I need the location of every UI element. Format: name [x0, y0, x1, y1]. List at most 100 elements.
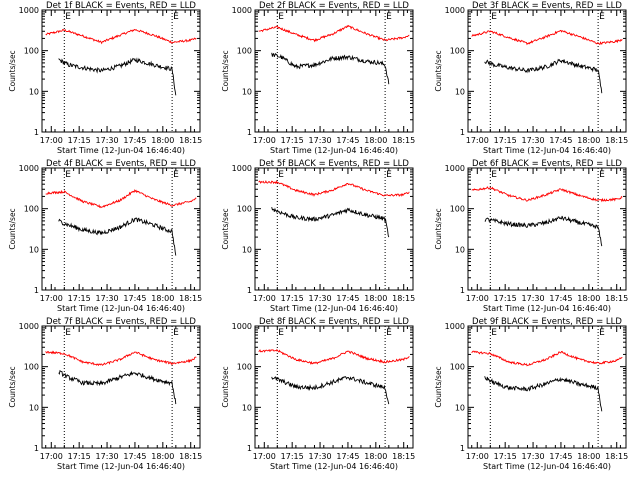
detector-panel-5: Det 5f BLACK = Events, RED = LLD 1 10 100 10…: [221, 159, 415, 313]
y-tick-label: 10: [242, 245, 252, 254]
panel-title: Det 1f BLACK = Events, RED = LLD: [46, 1, 196, 11]
x-tick-label: 17:15: [68, 294, 91, 303]
lld-series-line: [258, 348, 410, 365]
x-axis-label: Start Time (12-Jun-04 16:46:40): [57, 304, 185, 313]
detector-panel-4: Det 4f BLACK = Events, RED = LLD 1 10 100 10…: [8, 159, 202, 313]
marker-label: E: [386, 170, 392, 180]
x-tick-label: 18:15: [179, 294, 202, 303]
x-tick-label: 18:15: [179, 452, 202, 461]
detector-panel-7: Det 7f BLACK = Events, RED = LLD 1 10 100 10…: [8, 317, 202, 471]
y-tick-label: 1: [460, 128, 465, 137]
y-axis-label: Counts/sec: [434, 208, 443, 249]
x-tick-label: 17:00: [40, 452, 63, 461]
y-tick-label: 100: [24, 205, 39, 214]
x-tick-label: 18:15: [179, 136, 202, 145]
x-tick-label: 17:15: [281, 294, 304, 303]
y-axis-label: Counts/sec: [8, 366, 17, 407]
y-tick-label: 1: [460, 444, 465, 453]
x-tick-label: 17:15: [68, 452, 91, 461]
x-tick-label: 17:15: [494, 136, 517, 145]
events-series-line: [484, 215, 603, 247]
x-tick-label: 18:00: [364, 294, 387, 303]
y-axis-label: Counts/sec: [8, 50, 17, 91]
lld-series-line: [471, 186, 623, 203]
y-tick-label: 1000: [445, 164, 465, 173]
lld-series-line: [471, 350, 623, 367]
panel-title: Det 3f BLACK = Events, RED = LLD: [472, 1, 622, 11]
detector-panel-3: Det 3f BLACK = Events, RED = LLD 1 10 100 10…: [434, 1, 628, 155]
y-tick-label: 100: [237, 363, 252, 372]
marker-label: E: [173, 170, 179, 180]
lld-series-line: [45, 188, 197, 209]
y-tick-label: 1000: [19, 164, 39, 173]
x-tick-label: 17:00: [466, 452, 489, 461]
marker-label: E: [278, 328, 284, 338]
marker-label: E: [599, 170, 605, 180]
y-tick-label: 1000: [232, 6, 252, 15]
x-tick-label: 17:00: [253, 452, 276, 461]
events-series-line: [271, 206, 390, 238]
y-tick-label: 100: [24, 47, 39, 56]
x-tick-label: 18:00: [364, 452, 387, 461]
x-tick-label: 17:45: [336, 294, 359, 303]
marker-label: E: [599, 12, 605, 22]
x-tick-label: 17:00: [466, 136, 489, 145]
x-axis-label: Start Time (12-Jun-04 16:46:40): [57, 146, 185, 155]
y-tick-label: 1000: [445, 322, 465, 331]
lld-series-line: [258, 179, 410, 198]
panel-title: Det 9f BLACK = Events, RED = LLD: [472, 317, 622, 327]
x-tick-label: 17:15: [494, 452, 517, 461]
detector-panel-8: Det 8f BLACK = Events, RED = LLD 1 10 100 10…: [221, 317, 415, 471]
x-tick-label: 17:45: [123, 294, 146, 303]
panel-title: Det 2f BLACK = Events, RED = LLD: [259, 1, 409, 11]
x-tick-label: 17:30: [96, 294, 119, 303]
events-series-line: [271, 376, 390, 405]
plot-frame: [254, 325, 414, 449]
lld-series-line: [45, 350, 197, 367]
x-axis-label: Start Time (12-Jun-04 16:46:40): [270, 304, 398, 313]
x-axis-label: Start Time (12-Jun-04 16:46:40): [270, 462, 398, 471]
x-tick-label: 17:00: [40, 294, 63, 303]
x-axis-label: Start Time (12-Jun-04 16:46:40): [483, 462, 611, 471]
y-tick-label: 1: [247, 286, 252, 295]
x-tick-label: 17:30: [309, 294, 332, 303]
marker-label: E: [491, 12, 497, 22]
events-series-line: [58, 217, 177, 256]
x-axis-label: Start Time (12-Jun-04 16:46:40): [57, 462, 185, 471]
y-tick-label: 1000: [445, 6, 465, 15]
marker-label: E: [65, 328, 71, 338]
x-tick-label: 17:45: [549, 452, 572, 461]
x-tick-label: 17:15: [494, 294, 517, 303]
events-series-line: [271, 52, 390, 85]
detector-panel-1: Det 1f BLACK = Events, RED = LLD 1 10 100 10…: [8, 1, 202, 155]
y-tick-label: 1000: [19, 6, 39, 15]
panel-title: Det 4f BLACK = Events, RED = LLD: [46, 159, 196, 169]
y-tick-label: 100: [24, 363, 39, 372]
events-series-line: [484, 58, 603, 94]
marker-label: E: [278, 12, 284, 22]
x-tick-label: 18:00: [577, 452, 600, 461]
x-tick-label: 17:00: [40, 136, 63, 145]
y-tick-label: 1: [247, 128, 252, 137]
y-tick-label: 1000: [232, 322, 252, 331]
y-tick-label: 100: [450, 47, 465, 56]
x-tick-label: 18:15: [392, 452, 415, 461]
y-axis-label: Counts/sec: [8, 208, 17, 249]
y-tick-label: 1: [34, 444, 39, 453]
x-tick-label: 17:00: [253, 294, 276, 303]
x-tick-label: 18:00: [577, 294, 600, 303]
events-series-line: [58, 57, 177, 96]
x-tick-label: 17:45: [123, 136, 146, 145]
x-tick-label: 17:00: [466, 294, 489, 303]
y-tick-label: 1000: [19, 322, 39, 331]
events-series-line: [484, 376, 603, 412]
x-axis-label: Start Time (12-Jun-04 16:46:40): [483, 146, 611, 155]
marker-label: E: [65, 170, 71, 180]
x-tick-label: 18:15: [605, 452, 628, 461]
y-tick-label: 1: [34, 128, 39, 137]
events-series-line: [58, 369, 177, 405]
y-tick-label: 10: [29, 87, 39, 96]
y-tick-label: 100: [450, 363, 465, 372]
x-tick-label: 18:00: [577, 136, 600, 145]
